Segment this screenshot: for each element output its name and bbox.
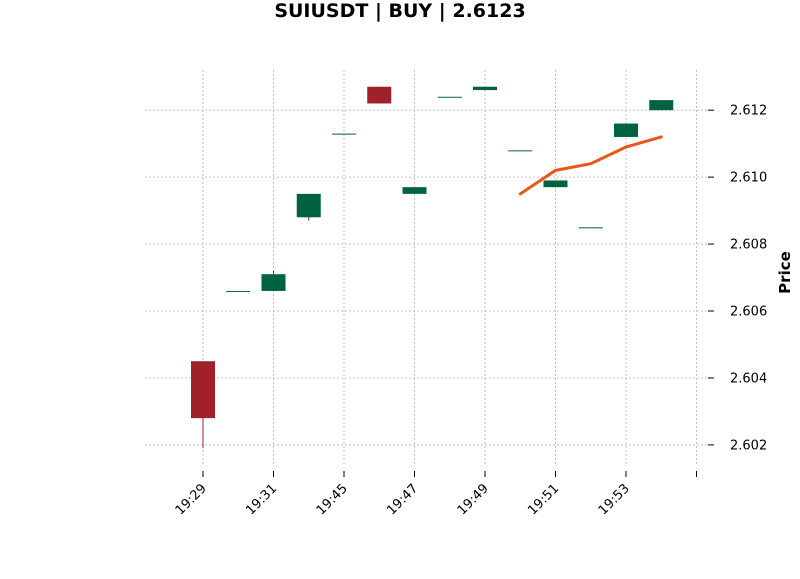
x-tick-label: 19:31 — [243, 481, 280, 518]
y-axis-label: Price — [776, 251, 794, 294]
candle-body — [191, 361, 215, 419]
candle-body — [261, 274, 286, 291]
candle-body — [332, 133, 356, 135]
x-tick-label: 19:29 — [173, 481, 210, 518]
x-tick-label: 19:53 — [596, 481, 633, 518]
y-tick-label: 2.606 — [730, 305, 767, 320]
y-tick-label: 2.612 — [730, 104, 767, 119]
x-tick-label: 19:47 — [384, 481, 421, 518]
candle-body — [508, 150, 533, 152]
candle-body — [296, 193, 321, 218]
y-tick-label: 2.608 — [730, 238, 767, 253]
y-tick-label: 2.604 — [730, 371, 767, 386]
candle-body — [543, 180, 568, 188]
y-tick-label: 2.610 — [730, 171, 767, 186]
candle-body — [402, 187, 427, 194]
x-tick-label: 19:49 — [455, 481, 492, 518]
x-tick-label: 19:51 — [525, 481, 562, 518]
candle-body — [226, 290, 251, 292]
candle-body — [649, 100, 674, 111]
candle-body — [614, 123, 638, 137]
candle-body — [578, 227, 603, 229]
candle-body — [437, 96, 462, 98]
candle-body — [367, 86, 392, 104]
x-tick-label: 19:45 — [314, 481, 351, 518]
candle-body — [473, 86, 497, 91]
overlay-line — [518, 135, 663, 196]
chart-title: SUIUSDT | BUY | 2.6123 — [274, 0, 526, 22]
y-tick-label: 2.602 — [730, 438, 767, 453]
